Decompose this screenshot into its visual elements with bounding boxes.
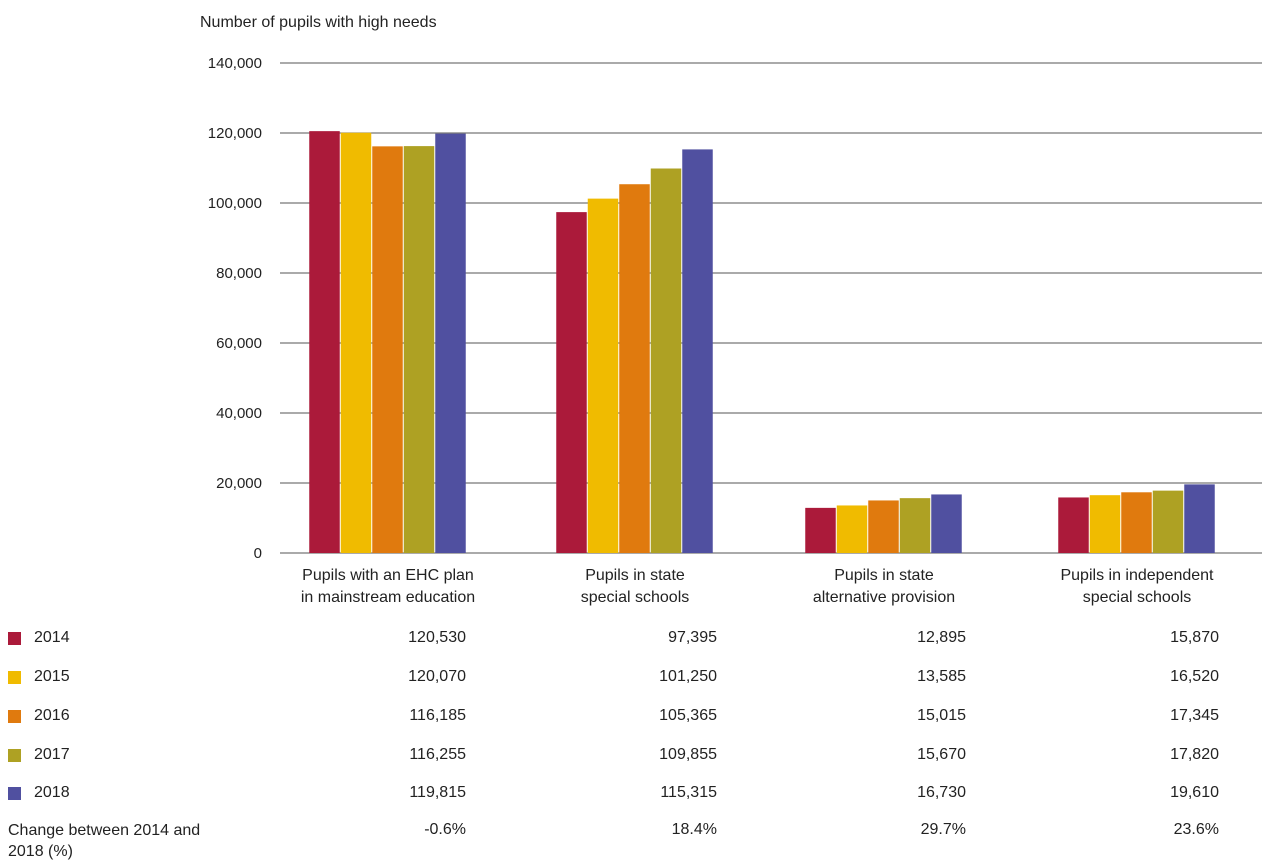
table-cell: 101,250	[659, 668, 717, 685]
table-cell: 97,395	[668, 629, 717, 646]
table-cell: 119,815	[409, 784, 466, 801]
legend-entry-2017: 2017	[8, 745, 70, 765]
table-cell: 120,070	[408, 668, 466, 685]
legend-swatch	[8, 786, 21, 800]
legend-label: 2016	[34, 707, 70, 724]
change-cell: -0.6%	[424, 821, 466, 838]
category-label: Pupils in state special schools	[515, 565, 755, 609]
table-cell: 13,585	[917, 668, 966, 685]
table-cell: 15,870	[1170, 629, 1219, 646]
bar-2015-category-1	[340, 132, 372, 553]
legend-swatch	[8, 631, 21, 645]
category-label-line: Pupils in state	[834, 567, 934, 584]
table-cell: 15,015	[917, 707, 966, 724]
legend-entry-2018: 2018	[8, 783, 70, 803]
bar-2016-category-2	[619, 184, 650, 553]
y-axis-ticks: 0 20,000 40,000 60,000 80,000 100,000 120,000 1…	[208, 55, 262, 562]
category-label: Pupils with an EHC plan in mainstream edu…	[268, 565, 508, 609]
bar-2017-category-2	[650, 168, 682, 553]
y-tick-label: 20,000	[216, 475, 262, 492]
y-tick-label: 80,000	[216, 265, 262, 282]
legend-swatch	[8, 670, 21, 684]
table-cell: 16,730	[917, 784, 966, 801]
bar-2018-category-4	[1184, 484, 1215, 553]
y-tick-label: 100,000	[208, 195, 262, 212]
bar-2015-category-4	[1089, 495, 1121, 553]
change-row-label: Change between 2014 and 2018 (%)	[8, 822, 201, 860]
table-cell: 19,610	[1170, 784, 1219, 801]
bar-2014-category-3	[805, 507, 836, 553]
table-cell: 120,530	[408, 629, 466, 646]
bar-2014-category-1	[309, 131, 340, 553]
bar-2018-category-3	[931, 494, 962, 553]
bar-2015-category-3	[836, 505, 868, 553]
category-label-line: special schools	[1082, 589, 1192, 606]
bar-2016-category-3	[868, 500, 899, 553]
table-cell: 12,895	[917, 629, 966, 646]
legend-label: 2015	[34, 668, 70, 685]
category-label: Pupils in state alternative provision	[764, 565, 1004, 609]
y-tick-label: 0	[254, 545, 262, 562]
category-label-line: in mainstream education	[300, 589, 476, 606]
chart-title: Number of pupils with high needs	[200, 14, 437, 31]
legend-label: 2014	[34, 629, 70, 646]
category-label-line: Pupils in state	[585, 567, 685, 584]
legend-label: 2017	[34, 746, 70, 763]
change-cell: 23.6%	[1173, 821, 1219, 838]
table-cell: 116,255	[409, 746, 466, 763]
legend-entry-2015: 2015	[8, 667, 70, 687]
change-cell: 29.7%	[920, 821, 966, 838]
category-label-line: Pupils with an EHC plan	[302, 567, 474, 584]
bar-chart: 0 20,000 40,000 60,000 80,000 100,000 120,000 1…	[208, 55, 1262, 562]
table-cell: 17,820	[1170, 746, 1219, 763]
category-label-line: alternative provision	[812, 589, 956, 606]
bar-2016-category-4	[1121, 492, 1152, 553]
category-label-line: Pupils in independent	[1060, 567, 1214, 584]
category-label-line: special schools	[580, 589, 690, 606]
table-cell: 16,520	[1170, 668, 1219, 685]
legend-swatch	[8, 748, 21, 762]
bar-2014-category-2	[556, 212, 587, 553]
legend-swatch	[8, 709, 21, 723]
legend-entry-2016: 2016	[8, 706, 70, 726]
bar-2018-category-1	[435, 133, 466, 553]
bar-2016-category-1	[372, 146, 403, 554]
legend-label: 2018	[34, 784, 70, 801]
bar-2017-category-4	[1152, 490, 1184, 553]
y-tick-label: 60,000	[216, 335, 262, 352]
bar-2015-category-2	[587, 198, 619, 553]
bar-2018-category-2	[682, 149, 713, 553]
bar-2014-category-4	[1058, 497, 1089, 553]
bars	[309, 131, 1215, 554]
bar-2017-category-1	[403, 146, 435, 554]
table-cell: 116,185	[409, 707, 466, 724]
table-cell: 105,365	[659, 707, 717, 724]
legend-entry-2014: 2014	[8, 628, 70, 648]
table-cell: 17,345	[1170, 707, 1219, 724]
change-cell: 18.4%	[671, 821, 717, 838]
y-tick-label: 140,000	[208, 55, 262, 72]
category-label: Pupils in independent special schools	[1017, 565, 1257, 609]
gridlines	[280, 62, 1262, 554]
table-cell: 109,855	[659, 746, 717, 763]
y-tick-label: 120,000	[208, 125, 262, 142]
y-tick-label: 40,000	[216, 405, 262, 422]
bar-2017-category-3	[899, 498, 931, 553]
table-cell: 115,315	[660, 784, 717, 801]
table-cell: 15,670	[917, 746, 966, 763]
